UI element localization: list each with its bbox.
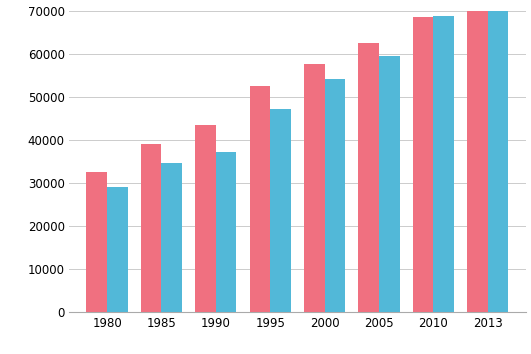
Bar [324,79,345,312]
Bar [141,144,161,312]
Bar [467,6,487,312]
Bar [304,64,324,312]
Bar [413,17,433,312]
Bar [270,109,291,312]
Bar [379,56,399,312]
Bar [87,172,107,312]
Bar [433,16,454,312]
Bar [250,86,270,312]
Bar [107,187,128,312]
Bar [487,6,508,312]
Bar [195,125,216,312]
Bar [358,43,379,312]
Bar [216,153,236,312]
Bar [161,163,182,312]
